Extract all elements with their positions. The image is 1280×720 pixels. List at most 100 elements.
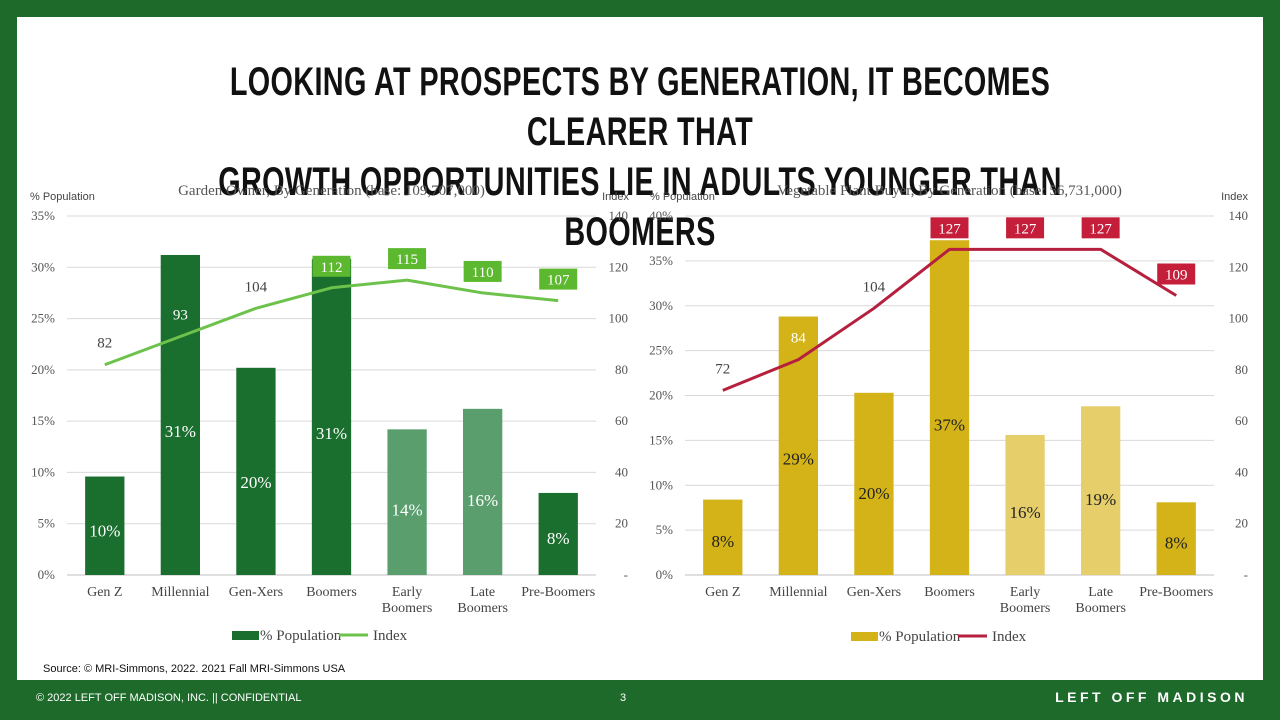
right-axis-tick: 80 <box>615 362 628 377</box>
population-bar <box>538 492 578 575</box>
index-data-label: 104 <box>245 279 268 295</box>
index-line <box>104 278 559 367</box>
right-axis-tick: 20 <box>615 516 628 531</box>
footer-brand: LEFT OFF MADISON <box>1055 689 1248 705</box>
category-label: Gen Z <box>705 585 740 600</box>
legend-label-index: Index <box>373 628 408 644</box>
left-axis-tick: 5% <box>656 522 674 537</box>
left-axis-tick: 0% <box>38 567 56 582</box>
bar-value-label: 10% <box>89 522 120 541</box>
chart-title: Vegetable Plant Buyer, By Generation (ba… <box>777 183 1122 199</box>
slide-canvas: LOOKING AT PROSPECTS BY GENERATION, IT B… <box>17 17 1263 680</box>
category-label: Early Boomers <box>382 585 433 616</box>
legend-swatch-population <box>232 631 259 640</box>
category-label: Boomers <box>306 585 357 600</box>
index-data-label: 110 <box>472 265 494 281</box>
left-axis-tick: 40% <box>649 208 673 223</box>
left-axis-tick: 15% <box>649 432 673 447</box>
index-data-label: 84 <box>791 331 807 347</box>
right-axis-caption: Index <box>602 191 629 203</box>
right-axis-tick: 100 <box>1229 311 1249 326</box>
index-data-label: 115 <box>396 252 418 268</box>
population-bar <box>1080 406 1121 575</box>
bar-value-label: 29% <box>783 450 814 469</box>
left-axis-tick: 10% <box>649 477 673 492</box>
index-data-label: 107 <box>547 273 570 289</box>
right-axis-tick: 20 <box>1235 516 1248 531</box>
vegetable-plant-buyer-chart: Vegetable Plant Buyer, By Generation (ba… <box>649 183 1249 645</box>
left-axis-tick: 25% <box>31 311 55 326</box>
right-axis-tick: 120 <box>1229 259 1249 274</box>
bar-value-label: 20% <box>858 484 889 503</box>
left-axis-tick: 20% <box>31 362 55 377</box>
population-bar <box>462 408 503 575</box>
left-axis-tick: 10% <box>31 464 55 479</box>
bar-value-label: 8% <box>1165 533 1188 552</box>
left-axis-tick: 20% <box>649 388 673 403</box>
left-axis-caption: % Population <box>30 191 95 203</box>
legend-label-index: Index <box>992 629 1027 645</box>
population-bar <box>929 240 970 576</box>
right-axis-caption: Index <box>1221 191 1248 203</box>
index-data-label: 127 <box>1014 221 1037 237</box>
population-bar <box>85 476 125 575</box>
category-label: Gen-Xers <box>847 585 901 600</box>
right-axis-tick: 80 <box>1235 362 1248 377</box>
right-axis-tick: 140 <box>1229 208 1249 223</box>
right-axis-tick: 140 <box>609 208 629 223</box>
right-axis-tick: 40 <box>1235 464 1248 479</box>
left-axis-tick: 30% <box>649 298 673 313</box>
legend-swatch-population <box>851 632 878 641</box>
left-axis-tick: 0% <box>656 567 674 582</box>
population-bar <box>778 316 819 575</box>
bar-value-label: 16% <box>1009 503 1040 522</box>
bar-value-label: 37% <box>934 415 965 434</box>
index-label-box <box>1006 217 1045 239</box>
footer-copyright: © 2022 LEFT OFF MADISON, INC. || CONFIDE… <box>36 692 302 704</box>
bar-value-label: 8% <box>711 532 734 551</box>
category-label: Millennial <box>769 585 827 600</box>
population-bar <box>1156 502 1196 575</box>
index-data-label: 82 <box>97 336 112 352</box>
population-bar <box>854 392 894 575</box>
index-label-box <box>463 260 502 282</box>
index-label-box <box>539 268 578 290</box>
right-axis-tick: 60 <box>615 413 628 428</box>
index-label-box <box>312 255 351 277</box>
population-bar <box>160 254 201 575</box>
category-label: Late Boomers <box>457 585 508 616</box>
left-axis-tick: 35% <box>31 208 55 223</box>
right-axis-tick: 100 <box>609 311 629 326</box>
category-label: Boomers <box>924 585 975 600</box>
slide-title: LOOKING AT PROSPECTS BY GENERATION, IT B… <box>191 57 1088 257</box>
index-label-box <box>1157 263 1196 285</box>
index-data-label: 93 <box>173 308 188 324</box>
index-line <box>722 247 1177 392</box>
legend-label-population: % Population <box>260 628 342 644</box>
footer-page-number: 3 <box>620 692 627 704</box>
bar-value-label: 31% <box>165 422 196 441</box>
title-line-2: GROWTH OPPORTUNITIES LIE IN ADULTS YOUNG… <box>218 160 1062 254</box>
category-label: Pre-Boomers <box>521 585 595 600</box>
index-data-label: 112 <box>321 260 343 276</box>
bar-value-label: 8% <box>547 529 570 548</box>
right-axis-tick: 60 <box>1235 413 1248 428</box>
legend-label-population: % Population <box>879 629 961 645</box>
bar-value-label: 16% <box>467 491 498 510</box>
source-note: Source: © MRI-Simmons, 2022. 2021 Fall M… <box>43 663 346 675</box>
category-label: Gen Z <box>87 585 122 600</box>
category-label: Pre-Boomers <box>1139 585 1213 600</box>
left-axis-tick: 30% <box>31 259 55 274</box>
index-data-label: 72 <box>715 361 730 377</box>
category-label: Late Boomers <box>1075 585 1126 616</box>
index-data-label: 104 <box>863 279 886 295</box>
right-axis-tick: 40 <box>615 464 628 479</box>
population-bar <box>236 367 276 575</box>
index-data-label: 109 <box>1165 267 1188 283</box>
population-bar <box>703 499 743 575</box>
index-label-box <box>1081 217 1120 239</box>
bar-value-label: 19% <box>1085 490 1116 509</box>
bar-value-label: 20% <box>240 473 271 492</box>
left-axis-tick: 35% <box>649 253 673 268</box>
title-line-1: LOOKING AT PROSPECTS BY GENERATION, IT B… <box>229 60 1051 154</box>
